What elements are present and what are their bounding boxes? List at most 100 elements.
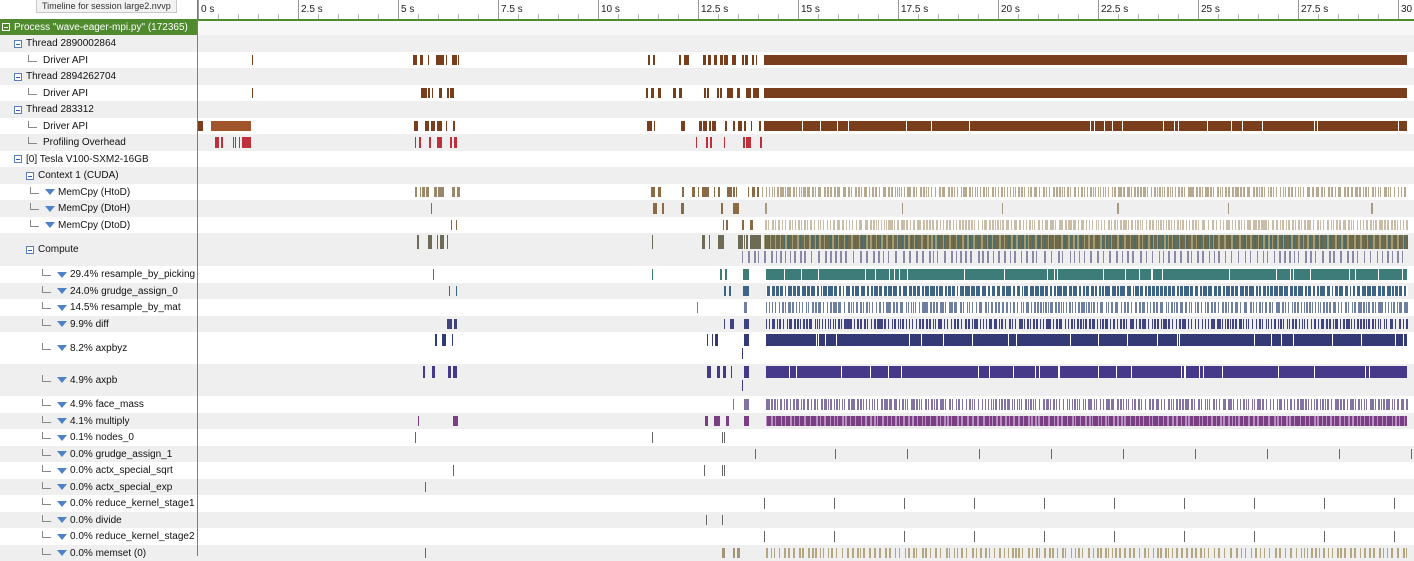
- activity-mark[interactable]: [1382, 302, 1384, 313]
- activity-mark[interactable]: [1001, 220, 1004, 230]
- activity-mark[interactable]: [647, 55, 650, 65]
- activity-mark[interactable]: [930, 548, 932, 558]
- activity-mark[interactable]: [1194, 220, 1197, 230]
- row-label[interactable]: Thread 2894262704: [0, 68, 211, 85]
- activity-mark[interactable]: [1400, 399, 1403, 410]
- activity-mark[interactable]: [1204, 548, 1206, 558]
- activity-mark[interactable]: [744, 399, 749, 410]
- activity-mark[interactable]: [1231, 302, 1234, 313]
- activity-mark[interactable]: [943, 235, 945, 249]
- activity-mark[interactable]: [755, 449, 756, 459]
- activity-mark[interactable]: [1163, 416, 1165, 426]
- activity-mark[interactable]: [1388, 235, 1391, 249]
- activity-mark[interactable]: [911, 235, 913, 249]
- activity-mark[interactable]: [784, 187, 786, 197]
- activity-mark[interactable]: [1266, 235, 1269, 249]
- timeline-row[interactable]: 4.1% multiply: [0, 413, 1414, 429]
- activity-mark[interactable]: [745, 302, 747, 313]
- activity-mark[interactable]: [422, 88, 425, 98]
- activity-mark[interactable]: [957, 399, 960, 410]
- activity-mark[interactable]: [728, 187, 732, 197]
- activity-mark[interactable]: [859, 302, 862, 313]
- activity-mark[interactable]: [1368, 302, 1371, 313]
- timeline-row[interactable]: 0.0% actx_special_exp: [0, 479, 1414, 495]
- activity-mark[interactable]: [754, 251, 757, 263]
- activity-mark[interactable]: [1400, 220, 1402, 230]
- activity-mark[interactable]: [974, 531, 975, 542]
- activity-mark[interactable]: [1020, 319, 1023, 329]
- activity-mark[interactable]: [1060, 416, 1063, 426]
- activity-mark[interactable]: [1111, 302, 1114, 313]
- timeline-row[interactable]: MemCpy (DtoD): [0, 217, 1414, 233]
- activity-mark[interactable]: [980, 235, 983, 249]
- activity-mark[interactable]: [1053, 269, 1055, 280]
- activity-mark[interactable]: [1255, 319, 1257, 329]
- activity-mark[interactable]: [1053, 399, 1056, 410]
- activity-mark[interactable]: [1363, 187, 1365, 197]
- activity-mark[interactable]: [1144, 319, 1147, 329]
- activity-mark[interactable]: [779, 251, 782, 263]
- activity-mark[interactable]: [1066, 416, 1068, 426]
- activity-mark[interactable]: [1371, 203, 1374, 214]
- activity-mark[interactable]: [1351, 286, 1354, 296]
- activity-mark[interactable]: [736, 187, 738, 197]
- activity-mark[interactable]: [1289, 548, 1292, 558]
- activity-mark[interactable]: [1377, 399, 1380, 410]
- activity-mark[interactable]: [1098, 366, 1100, 378]
- activity-mark[interactable]: [1034, 286, 1036, 296]
- activity-mark[interactable]: [809, 319, 812, 329]
- activity-mark[interactable]: [1045, 319, 1048, 329]
- activity-mark[interactable]: [892, 220, 894, 230]
- activity-mark[interactable]: [1050, 399, 1052, 410]
- activity-mark[interactable]: [1207, 121, 1208, 131]
- activity-mark[interactable]: [1128, 187, 1130, 197]
- activity-mark[interactable]: [1096, 319, 1098, 329]
- activity-mark[interactable]: [1402, 319, 1404, 329]
- activity-mark[interactable]: [1370, 286, 1372, 296]
- activity-mark[interactable]: [891, 416, 893, 426]
- activity-mark[interactable]: [836, 416, 838, 426]
- activity-mark[interactable]: [1268, 416, 1271, 426]
- activity-mark[interactable]: [453, 416, 457, 426]
- activity-mark[interactable]: [860, 416, 862, 426]
- activity-mark[interactable]: [1066, 399, 1068, 410]
- activity-mark[interactable]: [817, 399, 819, 410]
- activity-mark[interactable]: [1238, 319, 1241, 329]
- activity-mark[interactable]: [1354, 187, 1357, 197]
- activity-mark[interactable]: [1278, 286, 1280, 296]
- activity-mark[interactable]: [1341, 302, 1343, 313]
- timeline-row[interactable]: 0.0% actx_special_sqrt: [0, 462, 1414, 479]
- activity-mark[interactable]: [969, 302, 971, 313]
- activity-mark[interactable]: [910, 220, 912, 230]
- activity-mark[interactable]: [1391, 302, 1393, 313]
- row-label[interactable]: MemCpy (DtoD): [0, 217, 227, 233]
- activity-mark[interactable]: [1104, 121, 1106, 131]
- activity-mark[interactable]: [795, 286, 797, 296]
- activity-mark[interactable]: [453, 121, 456, 131]
- activity-mark[interactable]: [855, 220, 857, 230]
- activity-mark[interactable]: [1353, 220, 1355, 230]
- activity-mark[interactable]: [950, 302, 953, 313]
- activity-mark[interactable]: [1074, 220, 1076, 230]
- activity-mark[interactable]: [721, 548, 725, 558]
- activity-mark[interactable]: [1282, 187, 1284, 197]
- activity-mark[interactable]: [1391, 399, 1393, 410]
- activity-mark[interactable]: [658, 88, 661, 98]
- activity-mark[interactable]: [1228, 220, 1231, 230]
- activity-mark[interactable]: [1156, 334, 1158, 346]
- activity-mark[interactable]: [1179, 399, 1182, 410]
- activity-mark[interactable]: [1315, 187, 1318, 197]
- activity-mark[interactable]: [1114, 498, 1115, 509]
- activity-mark[interactable]: [944, 399, 946, 410]
- activity-mark[interactable]: [1317, 319, 1319, 329]
- activity-mark[interactable]: [702, 55, 706, 65]
- activity-mark[interactable]: [781, 220, 783, 230]
- activity-mark[interactable]: [904, 548, 906, 558]
- activity-mark[interactable]: [1285, 220, 1287, 230]
- activity-mark[interactable]: [784, 416, 786, 426]
- activity-mark[interactable]: [913, 548, 916, 558]
- activity-mark[interactable]: [1104, 548, 1107, 558]
- activity-mark[interactable]: [1387, 302, 1389, 313]
- activity-mark[interactable]: [912, 187, 915, 197]
- activity-mark[interactable]: [1318, 286, 1320, 296]
